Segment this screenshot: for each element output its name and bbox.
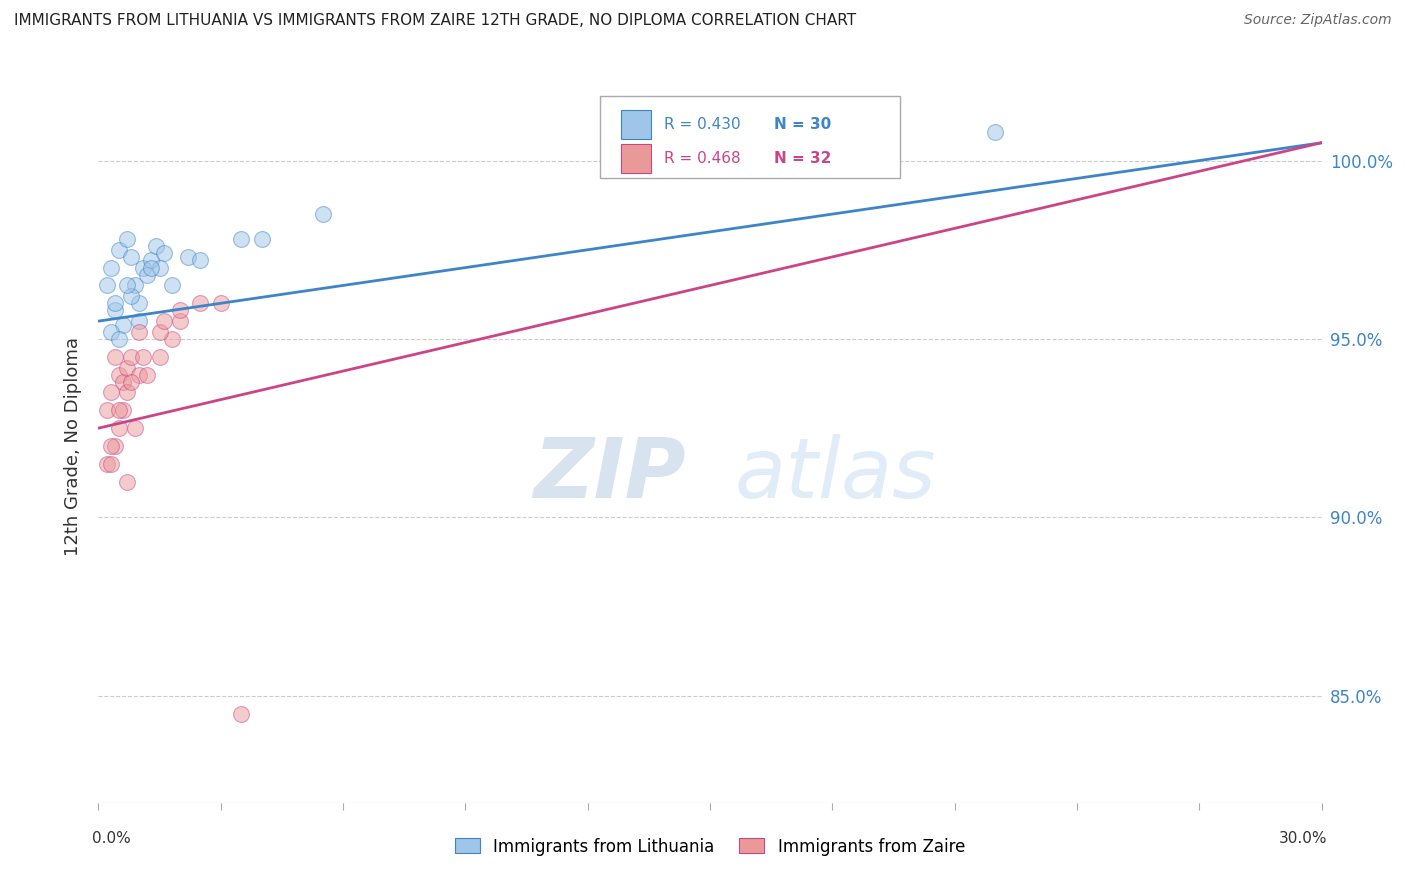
Immigrants from Zaire bbox=[104, 439, 127, 453]
FancyBboxPatch shape bbox=[600, 96, 900, 178]
Immigrants from Zaire bbox=[160, 332, 183, 346]
Immigrants from Zaire bbox=[152, 314, 174, 328]
Text: 30.0%: 30.0% bbox=[1279, 831, 1327, 847]
Immigrants from Lithuania bbox=[115, 232, 138, 246]
Immigrants from Lithuania bbox=[188, 253, 212, 268]
Immigrants from Zaire bbox=[104, 350, 127, 364]
Text: IMMIGRANTS FROM LITHUANIA VS IMMIGRANTS FROM ZAIRE 12TH GRADE, NO DIPLOMA CORREL: IMMIGRANTS FROM LITHUANIA VS IMMIGRANTS … bbox=[14, 13, 856, 29]
Immigrants from Zaire bbox=[862, 118, 884, 132]
Immigrants from Lithuania bbox=[124, 278, 146, 293]
Immigrants from Zaire bbox=[108, 368, 131, 382]
Legend: Immigrants from Lithuania, Immigrants from Zaire: Immigrants from Lithuania, Immigrants fr… bbox=[449, 831, 972, 863]
Immigrants from Lithuania bbox=[128, 296, 150, 310]
Text: R = 0.468: R = 0.468 bbox=[664, 151, 740, 166]
Immigrants from Lithuania bbox=[111, 318, 134, 332]
Immigrants from Zaire bbox=[149, 350, 172, 364]
Immigrants from Zaire bbox=[124, 421, 146, 435]
Immigrants from Lithuania bbox=[984, 125, 1007, 139]
Immigrants from Lithuania bbox=[96, 278, 118, 293]
Immigrants from Zaire bbox=[96, 403, 118, 417]
Immigrants from Zaire bbox=[108, 421, 131, 435]
Immigrants from Zaire bbox=[100, 439, 122, 453]
Immigrants from Zaire bbox=[132, 350, 155, 364]
Immigrants from Lithuania bbox=[658, 146, 681, 161]
Immigrants from Lithuania bbox=[312, 207, 335, 221]
Immigrants from Lithuania bbox=[136, 268, 159, 282]
Immigrants from Lithuania bbox=[108, 243, 131, 257]
Immigrants from Lithuania bbox=[231, 232, 253, 246]
Text: 0.0%: 0.0% bbox=[93, 831, 131, 847]
Text: N = 32: N = 32 bbox=[773, 151, 831, 166]
Immigrants from Lithuania bbox=[104, 303, 127, 318]
Text: R = 0.430: R = 0.430 bbox=[664, 117, 740, 132]
Immigrants from Lithuania bbox=[120, 250, 142, 264]
Immigrants from Lithuania bbox=[160, 278, 183, 293]
FancyBboxPatch shape bbox=[620, 111, 651, 139]
Immigrants from Zaire bbox=[120, 350, 142, 364]
Immigrants from Zaire bbox=[115, 360, 138, 375]
Immigrants from Zaire bbox=[115, 385, 138, 400]
Immigrants from Lithuania bbox=[120, 289, 142, 303]
Immigrants from Zaire bbox=[108, 403, 131, 417]
Immigrants from Zaire bbox=[100, 385, 122, 400]
Y-axis label: 12th Grade, No Diploma: 12th Grade, No Diploma bbox=[65, 336, 83, 556]
Immigrants from Lithuania bbox=[100, 260, 122, 275]
FancyBboxPatch shape bbox=[620, 145, 651, 173]
Immigrants from Lithuania bbox=[108, 332, 131, 346]
Immigrants from Lithuania bbox=[177, 250, 200, 264]
Immigrants from Zaire bbox=[169, 314, 191, 328]
Immigrants from Lithuania bbox=[132, 260, 155, 275]
Immigrants from Zaire bbox=[231, 706, 253, 721]
Immigrants from Lithuania bbox=[141, 253, 163, 268]
Text: N = 30: N = 30 bbox=[773, 117, 831, 132]
Immigrants from Zaire bbox=[115, 475, 138, 489]
Immigrants from Lithuania bbox=[149, 260, 172, 275]
Immigrants from Zaire bbox=[128, 368, 150, 382]
Immigrants from Lithuania bbox=[250, 232, 273, 246]
Text: atlas: atlas bbox=[734, 434, 936, 515]
Immigrants from Zaire bbox=[209, 296, 232, 310]
Immigrants from Zaire bbox=[136, 368, 159, 382]
Immigrants from Zaire bbox=[111, 403, 134, 417]
Immigrants from Lithuania bbox=[104, 296, 127, 310]
Immigrants from Zaire bbox=[96, 457, 118, 471]
Immigrants from Lithuania bbox=[141, 260, 163, 275]
Immigrants from Lithuania bbox=[145, 239, 167, 253]
Immigrants from Zaire bbox=[128, 325, 150, 339]
Text: ZIP: ZIP bbox=[533, 434, 686, 515]
Immigrants from Lithuania bbox=[152, 246, 174, 260]
Immigrants from Zaire bbox=[120, 375, 142, 389]
Immigrants from Zaire bbox=[111, 375, 134, 389]
Immigrants from Zaire bbox=[100, 457, 122, 471]
Immigrants from Zaire bbox=[149, 325, 172, 339]
Immigrants from Zaire bbox=[188, 296, 212, 310]
Text: Source: ZipAtlas.com: Source: ZipAtlas.com bbox=[1244, 13, 1392, 28]
Immigrants from Zaire bbox=[169, 303, 191, 318]
Immigrants from Lithuania bbox=[128, 314, 150, 328]
Immigrants from Lithuania bbox=[100, 325, 122, 339]
Immigrants from Lithuania bbox=[115, 278, 138, 293]
